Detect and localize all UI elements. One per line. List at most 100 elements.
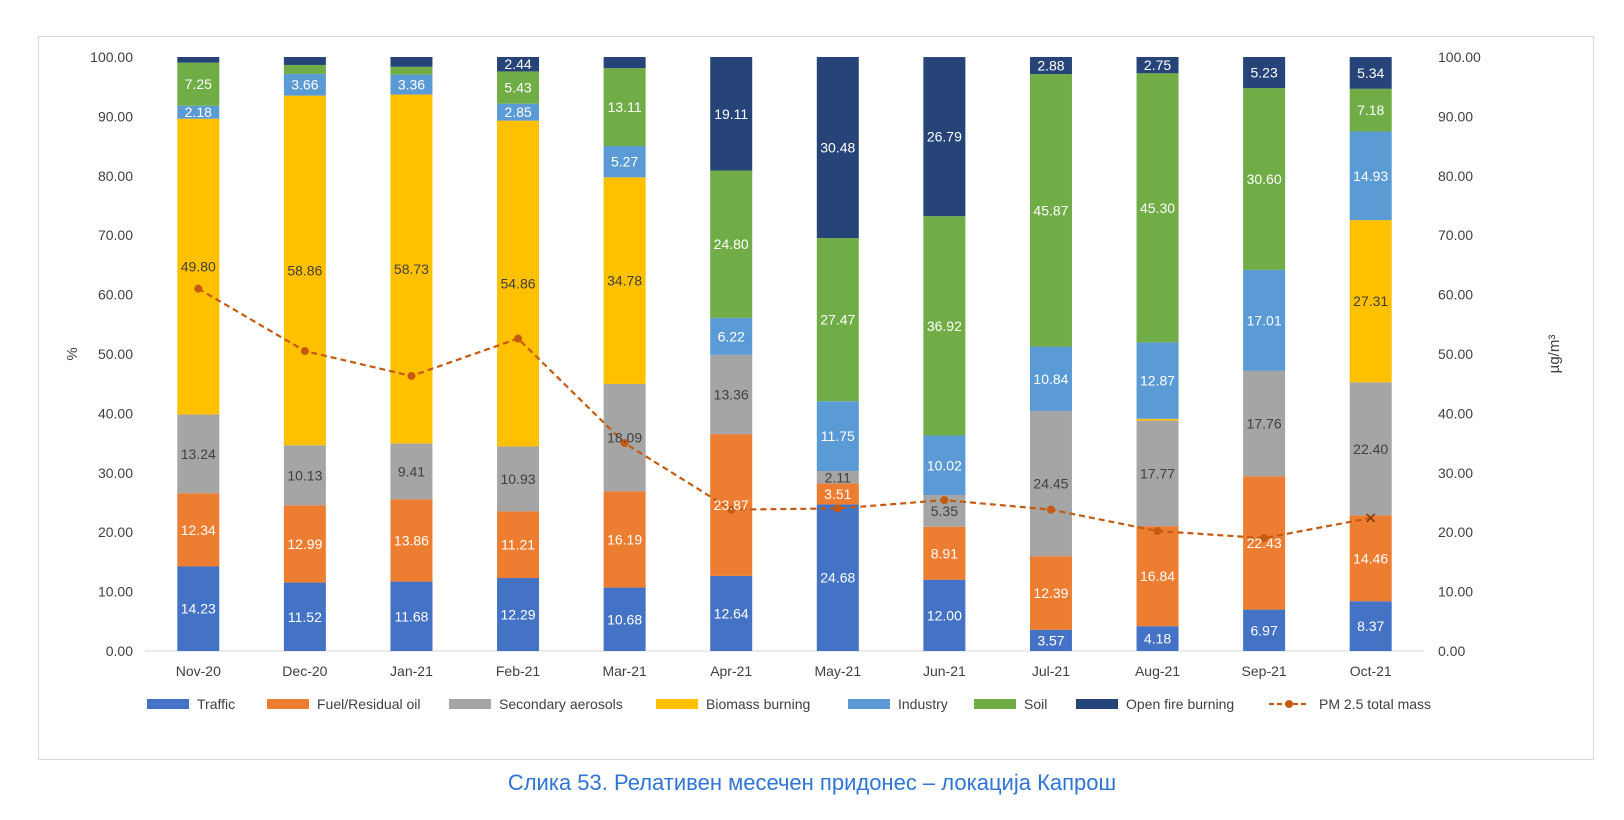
legend-label: Secondary aerosols <box>499 696 623 712</box>
bar-segment <box>1136 57 1179 74</box>
y2-tick-label: 50.00 <box>1438 346 1473 362</box>
y-tick-label: 10.00 <box>98 584 133 600</box>
x-tick-label: Feb-21 <box>496 663 541 679</box>
legend-swatch <box>656 699 698 709</box>
data-label: 2.85 <box>504 104 531 120</box>
pm25-point <box>727 505 736 514</box>
legend-label: Industry <box>898 696 948 712</box>
y-tick-label: 80.00 <box>98 168 133 184</box>
bar-segment <box>1136 418 1179 421</box>
bar-segment <box>390 443 433 500</box>
data-label: 24.45 <box>1033 476 1068 492</box>
x-tick-label: Nov-20 <box>176 663 221 679</box>
y-axis-title: % <box>64 347 81 360</box>
legend-swatch <box>147 699 189 709</box>
y2-tick-label: 20.00 <box>1438 524 1473 540</box>
y2-tick-label: 10.00 <box>1438 584 1473 600</box>
y-tick-label: 0.00 <box>106 643 133 659</box>
bar-segment <box>497 71 540 104</box>
bar-segment <box>1029 629 1072 651</box>
pm25-line <box>194 284 1376 543</box>
chart-frame: 0.00 10.00 20.00 30.00 40.00 50.00 60.00 70.00 8… <box>38 36 1594 760</box>
data-label: 10.02 <box>927 457 962 473</box>
data-label: 17.77 <box>1140 465 1175 481</box>
data-label: 10.84 <box>1033 371 1068 387</box>
bar-segment <box>390 499 433 582</box>
legend-label: Soil <box>1024 696 1047 712</box>
bar-segment <box>1029 556 1072 630</box>
pm25-line-path <box>197 287 1371 540</box>
data-label: 34.78 <box>607 273 642 289</box>
data-label: 23.87 <box>714 497 749 513</box>
pm25-point <box>833 504 842 513</box>
pm25-point <box>300 347 309 356</box>
data-label: 22.40 <box>1353 441 1388 457</box>
bar-segment <box>390 581 433 651</box>
bar-segment <box>283 445 326 506</box>
data-label: 2.11 <box>825 469 851 485</box>
data-label: 14.23 <box>181 601 216 617</box>
x-tick-label: May-21 <box>814 663 861 679</box>
bar-segment <box>816 57 859 239</box>
bar-segment <box>710 434 753 576</box>
data-label: 5.35 <box>931 503 958 519</box>
bar-segment <box>1136 526 1179 627</box>
bar-segment <box>283 95 326 446</box>
data-label: 8.91 <box>931 545 958 561</box>
bar-segment <box>923 57 966 217</box>
pm25-point <box>407 371 416 380</box>
bar-segment <box>816 504 859 651</box>
bar-segment <box>177 493 220 567</box>
bar-segment <box>177 105 220 119</box>
bar-segment <box>603 383 646 492</box>
data-label: 3.66 <box>291 77 318 93</box>
data-label: 7.25 <box>185 76 212 92</box>
data-label: 12.00 <box>927 607 962 623</box>
y-tick-label: 70.00 <box>98 227 133 243</box>
bar-segment <box>710 170 753 318</box>
bar-segment <box>497 511 540 578</box>
data-label: 8.37 <box>1357 618 1384 634</box>
data-label: 27.31 <box>1353 293 1388 309</box>
data-label: 14.46 <box>1353 550 1388 566</box>
pm25-point <box>1153 527 1162 536</box>
bar-segment <box>1136 73 1179 343</box>
data-label: 7.18 <box>1357 102 1384 118</box>
bar-segment <box>1029 346 1072 411</box>
y2-tick-label: 70.00 <box>1438 227 1473 243</box>
bar-segment <box>283 582 326 651</box>
bar-segment <box>1243 269 1286 371</box>
data-label: 4.18 <box>1144 631 1171 647</box>
legend-label: PM 2.5 total mass <box>1319 696 1431 712</box>
bar-segment <box>283 64 326 74</box>
bar-segment <box>1136 342 1179 419</box>
data-label: 13.86 <box>394 532 429 548</box>
figure-caption: Слика 53. Релативен месечен придонес – л… <box>507 770 1117 795</box>
bar-segment <box>497 120 540 447</box>
data-label: 2.88 <box>1037 58 1064 74</box>
data-label: 17.76 <box>1247 416 1282 432</box>
x-tick-label: Jul-21 <box>1032 663 1070 679</box>
bar-segment <box>177 414 220 494</box>
bar-segment <box>710 575 753 651</box>
bar-segment <box>390 66 433 75</box>
pm25-point <box>620 439 629 448</box>
bar-segment <box>603 146 646 178</box>
legend-swatch <box>1076 699 1118 709</box>
x-tick-label: Aug-21 <box>1135 663 1180 679</box>
legend-label: Traffic <box>197 696 235 712</box>
legend-label: Open fire burning <box>1126 696 1234 712</box>
y-tick-label: 20.00 <box>98 524 133 540</box>
pm25-point <box>1046 505 1055 514</box>
data-label: 17.01 <box>1247 312 1282 328</box>
bar-segment <box>1243 88 1286 270</box>
data-label: 10.68 <box>607 611 642 627</box>
legend-swatch <box>848 699 890 709</box>
bar-segment <box>497 577 540 651</box>
y-tick-label: 100.00 <box>90 49 133 65</box>
bar-segment <box>1243 476 1286 610</box>
x-tick-label: Sep-21 <box>1242 663 1287 679</box>
x-tick-label: Jan-21 <box>390 663 433 679</box>
legend-swatch-marker <box>1285 700 1293 708</box>
bar-segment <box>1349 601 1392 651</box>
